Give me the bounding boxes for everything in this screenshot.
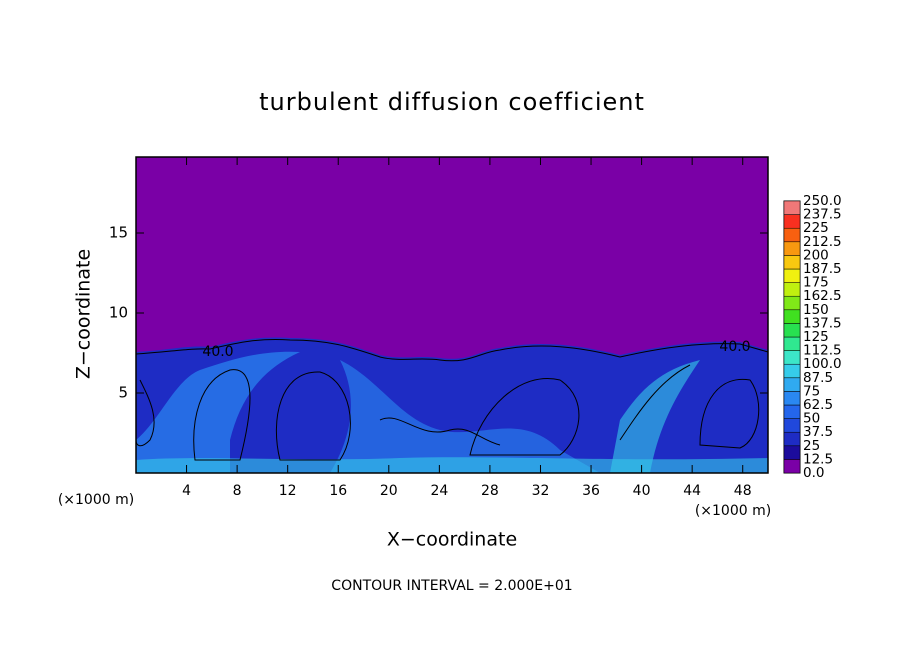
- colorbar-swatch: [783, 241, 801, 256]
- colorbar-label: 75: [803, 383, 820, 399]
- colorbar-label: 175: [803, 275, 829, 291]
- colorbar-swatch: [783, 404, 801, 419]
- colorbar-label: 137.5: [803, 315, 842, 331]
- field-region: [610, 360, 700, 473]
- contour-line: [135, 379, 155, 447]
- contour-line: [379, 417, 501, 446]
- colorbar-swatch: [783, 255, 801, 270]
- colorbar-label: 200: [803, 247, 829, 263]
- field-region: [136, 457, 768, 473]
- field: [135, 157, 769, 473]
- y-axis-label: Z−coordinate: [73, 249, 95, 379]
- colorbar-label: 187.5: [803, 261, 842, 277]
- colorbar-swatch: [783, 214, 801, 229]
- contour-line: [699, 378, 760, 449]
- colorbar-swatch: [783, 309, 801, 324]
- colorbar-label: 112.5: [803, 343, 842, 359]
- colorbar-swatch: [783, 377, 801, 392]
- colorbar-label: 87.5: [803, 370, 833, 386]
- x-tick-label: 48: [734, 483, 752, 499]
- colorbar-label: 125: [803, 329, 829, 345]
- x-tick-label: 8: [233, 483, 242, 499]
- colorbar-label: 62.5: [803, 397, 833, 413]
- y-tick-label: 15: [109, 224, 128, 242]
- x-tick-label: 4: [182, 483, 191, 499]
- colorbar-swatch: [783, 227, 801, 243]
- colorbar-swatch: [783, 418, 801, 433]
- colorbar-swatch: [783, 350, 801, 365]
- x-tick-label: 40: [633, 483, 651, 499]
- y-tick-label: 10: [109, 304, 128, 322]
- colorbar-swatch: [783, 336, 801, 351]
- contour-label: 40.0: [719, 339, 750, 355]
- x-tick-label: 32: [532, 483, 550, 499]
- colorbar-swatch: [783, 200, 801, 215]
- x-tick-label: 20: [380, 483, 398, 499]
- contour-line: [469, 378, 580, 456]
- colorbar-label: 162.5: [803, 288, 842, 304]
- x-tick-label: 24: [430, 483, 448, 499]
- colorbar-swatch: [783, 431, 801, 447]
- x-tick-label: 28: [481, 483, 499, 499]
- colorbar-label: 50: [803, 411, 820, 427]
- x-tick-label: 44: [683, 483, 701, 499]
- x-unit-label: (×1000 m): [695, 503, 771, 519]
- contour-line: [135, 338, 769, 362]
- colorbar-label: 237.5: [803, 207, 842, 223]
- colorbar-swatch: [783, 323, 801, 338]
- footnote: CONTOUR INTERVAL = 2.000E+01: [331, 578, 572, 594]
- field-region: [136, 337, 768, 473]
- x-tick-label: 16: [329, 483, 347, 499]
- colorbar-swatch: [783, 282, 801, 297]
- x-tick-label: 12: [279, 483, 297, 499]
- colorbar-label: 250.0: [803, 193, 842, 209]
- colorbar-swatch: [783, 445, 801, 460]
- colorbar-label: 150: [803, 302, 829, 318]
- chart-title: turbulent diffusion coefficient: [259, 88, 645, 116]
- contour-line: [275, 371, 351, 461]
- colorbar-swatch: [783, 459, 801, 474]
- x-tick-label: 36: [582, 483, 600, 499]
- y-unit-label: (×1000 m): [58, 492, 134, 508]
- colorbar-swatch: [783, 391, 801, 406]
- colorbar-swatch: [783, 363, 801, 379]
- field-region: [136, 351, 300, 473]
- colorbar-label: 212.5: [803, 234, 842, 250]
- colorbar-label: 37.5: [803, 424, 833, 440]
- contour-line: [619, 364, 691, 441]
- colorbar-label: 225: [803, 220, 829, 236]
- colorbar-label: 100.0: [803, 356, 842, 372]
- plot-frame: [135, 156, 769, 474]
- contour-line: [193, 369, 251, 461]
- contour-label: 40.0: [202, 344, 233, 360]
- colorbar-swatch: [783, 295, 801, 311]
- field-region: [330, 360, 600, 473]
- colorbar-label: 12.5: [803, 451, 833, 467]
- colorbar-label: 0.0: [803, 465, 824, 481]
- colorbar-label: 25: [803, 438, 820, 454]
- colorbar-swatch: [783, 268, 801, 283]
- x-axis-label: X−coordinate: [387, 529, 517, 551]
- y-tick-label: 5: [118, 384, 128, 402]
